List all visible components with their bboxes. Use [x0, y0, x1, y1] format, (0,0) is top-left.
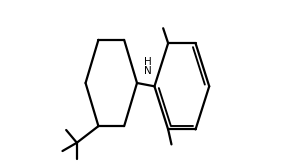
Text: H
N: H N: [143, 57, 151, 76]
